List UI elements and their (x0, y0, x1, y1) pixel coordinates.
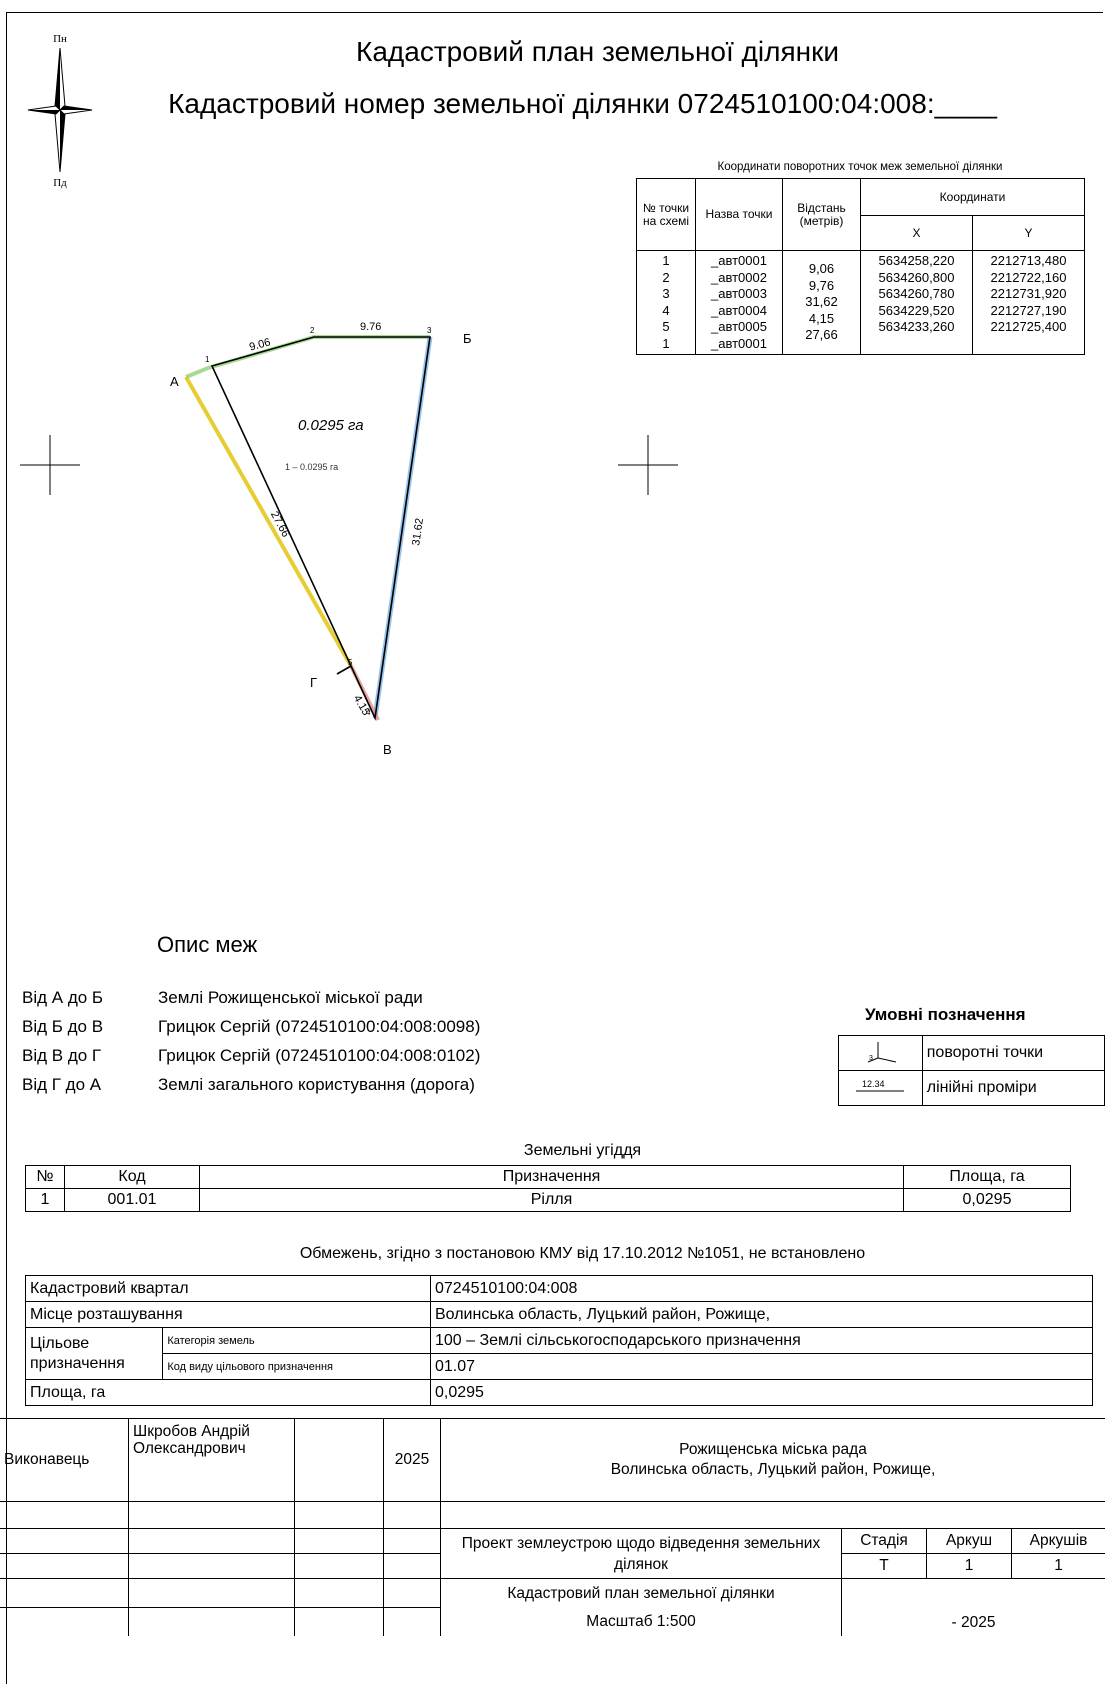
boundary-row: Від Б до В Грицюк Сергій (0724510100:04:0… (22, 1017, 480, 1037)
point-number-4: 4 (366, 708, 371, 717)
vertex-g: Г (310, 675, 317, 690)
sheet-value: 1 (926, 1553, 1012, 1579)
kind-value: 01.07 (430, 1353, 1093, 1380)
point-x-values: 5634258,220 5634260,800 5634260,780 5634… (860, 250, 973, 355)
header-coordinates: Координати (860, 178, 1085, 216)
quarter-label: Кадастровий квартал (25, 1275, 431, 1302)
location-label: Місце розташування (25, 1301, 431, 1328)
parcel-plan: А Б В Г 1 2 3 4 5 9.06 9.76 31.62 4.15 2… (20, 321, 678, 757)
land-header-area: Площа, га (903, 1165, 1071, 1189)
land-table: № Код Призначення Площа, га 1 001.01 Ріл… (25, 1165, 1071, 1212)
land-area: 0,0295 (903, 1188, 1071, 1212)
stage-value: Т (841, 1553, 927, 1579)
point-number-5: 5 (348, 658, 353, 667)
boundary-strip-north (185, 335, 430, 379)
title-block: Виконавець Шкробов Андрій Олександрович … (0, 1418, 1105, 1636)
turn-point-symbol-number: 3 (869, 1055, 873, 1062)
point-names: _авт0001 _авт0002 _авт0003 _авт0004 _авт… (695, 250, 783, 355)
boundary-from: Від Б до В (22, 1017, 104, 1036)
segment-label-2-3: 9.76 (360, 321, 381, 333)
parcel-label: 1 – 0.0295 га (285, 462, 338, 472)
cadastral-number-title: Кадастровий номер земельної ділянки 0724… (168, 88, 997, 119)
coordinates-table: № точки на схемі Назва точки Відстань (м… (636, 178, 1085, 355)
sheets-value: 1 (1011, 1553, 1105, 1579)
kind-label: Код виду цільового призначення (162, 1353, 431, 1380)
boundary-from: Від В до Г (22, 1046, 102, 1065)
point-y-values: 2212713,480 2212722,160 2212731,920 2212… (972, 250, 1085, 355)
vertex-v: В (383, 742, 392, 757)
organization-address: Волинська область, Луцький район, Рожище… (610, 1461, 936, 1478)
compass-south-label: Пд (53, 177, 67, 189)
sheet-frame (6, 12, 1103, 1684)
vertex-a: А (170, 374, 179, 389)
coordinates-caption: Координати поворотних точок меж земельно… (717, 161, 1003, 173)
parcel-boundary (210, 336, 431, 721)
header-y: Y (972, 215, 1085, 251)
area-value: 0,0295 (430, 1379, 1093, 1406)
header-x: X (860, 215, 973, 251)
point-number-1: 1 (205, 355, 210, 364)
legend-turn-points: поворотні точки (921, 1035, 1105, 1071)
document-title: Кадастровий план земельної ділянки (507, 1584, 775, 1602)
boundary-desc: Землі загального користування (дорога) (158, 1075, 475, 1094)
restrictions-note: Обмежень, згідно з постановою КМУ від 17… (299, 1245, 866, 1262)
land-code: 001.01 (64, 1188, 200, 1212)
purpose-label: Цільове призначення (24, 1327, 164, 1380)
turn-point-symbol-icon: 3 (868, 1041, 897, 1062)
land-purpose: Рілля (199, 1188, 904, 1212)
document-code: - 2025 (841, 1578, 1105, 1636)
executor-name: Шкробов Андрій Олександрович (128, 1418, 295, 1502)
location-value: Волинська область, Луцький район, Рожище… (430, 1301, 1093, 1328)
boundary-desc: Грицюк Сергій (0724510100:04:008:0102) (158, 1046, 481, 1065)
point-number-2: 2 (310, 326, 315, 335)
area-label: Площа, га (25, 1379, 431, 1406)
header-point-number: № точки на схемі (636, 178, 696, 251)
boundary-desc: Грицюк Сергій (0724510100:04:008:0098) (158, 1017, 481, 1036)
boundary-strip-west (184, 376, 353, 667)
land-header-code: Код (64, 1165, 200, 1189)
sheet-label: Аркуш (926, 1528, 1012, 1554)
boundaries-title: Опис меж (157, 932, 258, 957)
segment-label-1-2: 9.06 (248, 336, 272, 353)
executor-label: Виконавець (0, 1418, 129, 1502)
legend-title: Умовні позначення (865, 1005, 1026, 1024)
boundary-from: Від Г до А (22, 1075, 102, 1094)
category-value: 100 – Землі сільськогосподарського призн… (430, 1327, 1093, 1354)
crosshair-left (20, 435, 80, 495)
area-label: 0.0295 га (298, 417, 364, 434)
boundary-from: Від А до Б (22, 988, 104, 1007)
point-number-3: 3 (427, 326, 432, 335)
header-distance: Відстань (метрів) (782, 178, 861, 251)
legend-linear: лінійні проміри (921, 1070, 1105, 1106)
boundary-desc: Землі Рожищенської міської ради (158, 988, 423, 1007)
land-num: 1 (25, 1188, 65, 1212)
organization-name: Рожищенська міська рада (679, 1441, 867, 1458)
segment-label-3-4: 31.62 (410, 517, 426, 546)
quarter-value: 0724510100:04:008 (430, 1275, 1093, 1302)
boundary-row: Від А до Б Землі Рожищенської міської рад… (22, 988, 423, 1008)
parcel-info-table: Кадастровий квартал 0724510100:04:008 Мі… (24, 1275, 1093, 1406)
scale-label: Масштаб 1:500 (586, 1612, 696, 1630)
boundary-row: Від Г до А Землі загального користування … (22, 1075, 475, 1095)
land-caption: Земельні угіддя (523, 1142, 642, 1159)
project-title: Проект землеустрою щодо відведення земел… (440, 1528, 842, 1579)
land-header-num: № (25, 1165, 65, 1189)
legend-table: 3 поворотні точки 12.34 лінійні проміри (838, 1035, 1105, 1106)
point-numbers: 1 2 3 4 5 1 (636, 250, 696, 355)
linear-measure-symbol-icon: 12.34 (856, 1079, 905, 1091)
crosshair-right (618, 435, 678, 495)
compass-north-label: Пн (53, 33, 67, 45)
stage-label: Стадія (841, 1528, 927, 1554)
category-label: Категорія земель (162, 1327, 431, 1354)
land-header-purpose: Призначення (199, 1165, 904, 1189)
point-distances: 9,06 9,76 31,62 4,15 27,66 (782, 250, 861, 355)
header-point-name: Назва точки (695, 178, 783, 251)
compass-rose-icon: Пн Пд (27, 33, 93, 189)
boundary-row: Від В до Г Грицюк Сергій (0724510100:04:0… (22, 1046, 480, 1066)
page-title: Кадастровий план земельної ділянки (356, 36, 839, 67)
sheets-label: Аркушів (1011, 1528, 1105, 1554)
vertex-b: Б (463, 331, 472, 346)
linear-measure-symbol-text: 12.34 (862, 1079, 885, 1089)
executor-year: 2025 (383, 1418, 441, 1502)
